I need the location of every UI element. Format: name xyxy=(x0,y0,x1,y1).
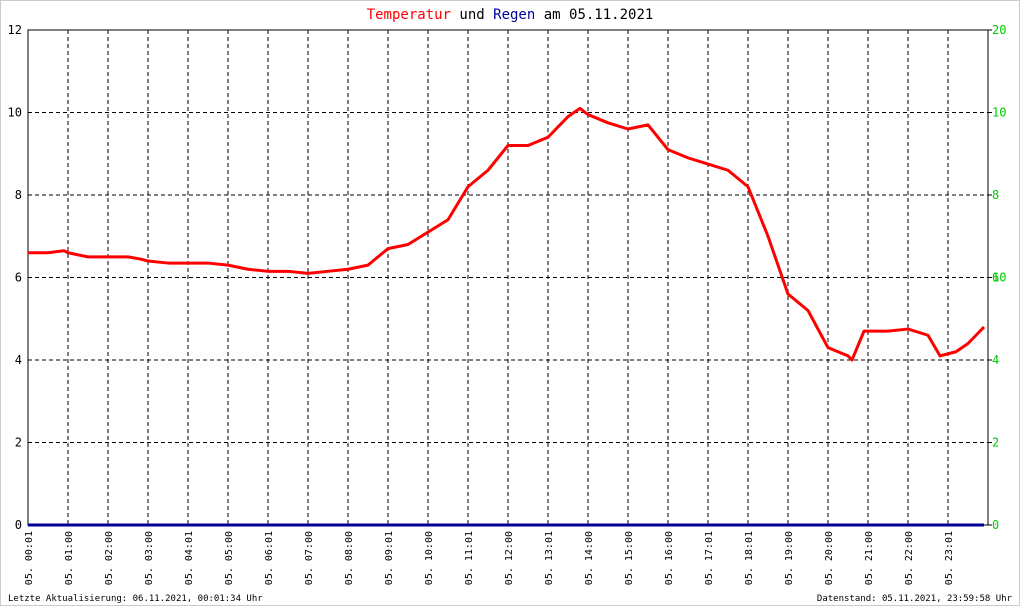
x-tick-label: 05. 04:01 xyxy=(184,531,195,585)
y2-tick-label: 20 xyxy=(992,23,1006,37)
x-tick-label: 05. 15:00 xyxy=(624,531,635,585)
x-tick-label: 05. 00:01 xyxy=(24,531,35,585)
y2-tick-label: 0 xyxy=(992,518,999,532)
y2-tick-label: 10 xyxy=(992,106,1006,120)
x-tick-label: 05. 05:00 xyxy=(224,531,235,585)
y2-tick-label: 6 xyxy=(992,271,999,285)
title-part: Regen xyxy=(493,7,535,23)
x-tick-label: 05. 07:00 xyxy=(304,531,315,585)
y-tick-label: 8 xyxy=(15,188,22,202)
x-tick-label: 05. 06:01 xyxy=(264,531,275,585)
x-tick-label: 05. 11:01 xyxy=(464,531,475,585)
y-tick-label: 4 xyxy=(15,353,22,367)
x-tick-label: 05. 21:00 xyxy=(864,531,875,585)
x-tick-label: 05. 22:00 xyxy=(904,531,915,585)
chart-title: Temperatur und Regen am 05.11.2021 xyxy=(367,7,654,23)
x-tick-label: 05. 13:01 xyxy=(544,531,555,585)
x-tick-label: 05. 09:01 xyxy=(384,531,395,585)
title-part: und xyxy=(459,7,484,23)
x-tick-label: 05. 03:00 xyxy=(144,531,155,585)
x-tick-label: 05. 17:01 xyxy=(704,531,715,585)
footer-left: Letzte Aktualisierung: 06.11.2021, 00:01… xyxy=(8,594,263,604)
y2-tick-label: 8 xyxy=(992,188,999,202)
x-tick-label: 05. 23:01 xyxy=(944,531,955,585)
footer-right: Datenstand: 05.11.2021, 23:59:58 Uhr xyxy=(817,594,1013,604)
x-tick-label: 05. 18:01 xyxy=(744,531,755,585)
x-tick-label: 05. 02:00 xyxy=(104,531,115,585)
title-part: Temperatur xyxy=(367,7,451,23)
y2-tick-label: 10 xyxy=(992,271,1006,285)
x-tick-label: 05. 20:00 xyxy=(824,531,835,585)
x-tick-label: 05. 12:00 xyxy=(504,531,515,585)
x-tick-label: 05. 10:00 xyxy=(424,531,435,585)
x-tick-label: 05. 14:00 xyxy=(584,531,595,585)
y-tick-label: 0 xyxy=(15,518,22,532)
series-line xyxy=(28,106,986,362)
y-tick-label: 12 xyxy=(8,23,22,37)
y2-tick-label: 4 xyxy=(992,353,999,367)
y-tick-label: 2 xyxy=(15,436,22,450)
title-part: am 05.11.2021 xyxy=(544,7,654,23)
x-tick-label: 05. 19:00 xyxy=(784,531,795,585)
y-tick-label: 6 xyxy=(15,271,22,285)
x-tick-label: 05. 08:00 xyxy=(344,531,355,585)
y-tick-label: 10 xyxy=(8,106,22,120)
y2-tick-label: 2 xyxy=(992,436,999,450)
x-tick-label: 05. 16:00 xyxy=(664,531,675,585)
x-tick-label: 05. 01:00 xyxy=(64,531,75,585)
